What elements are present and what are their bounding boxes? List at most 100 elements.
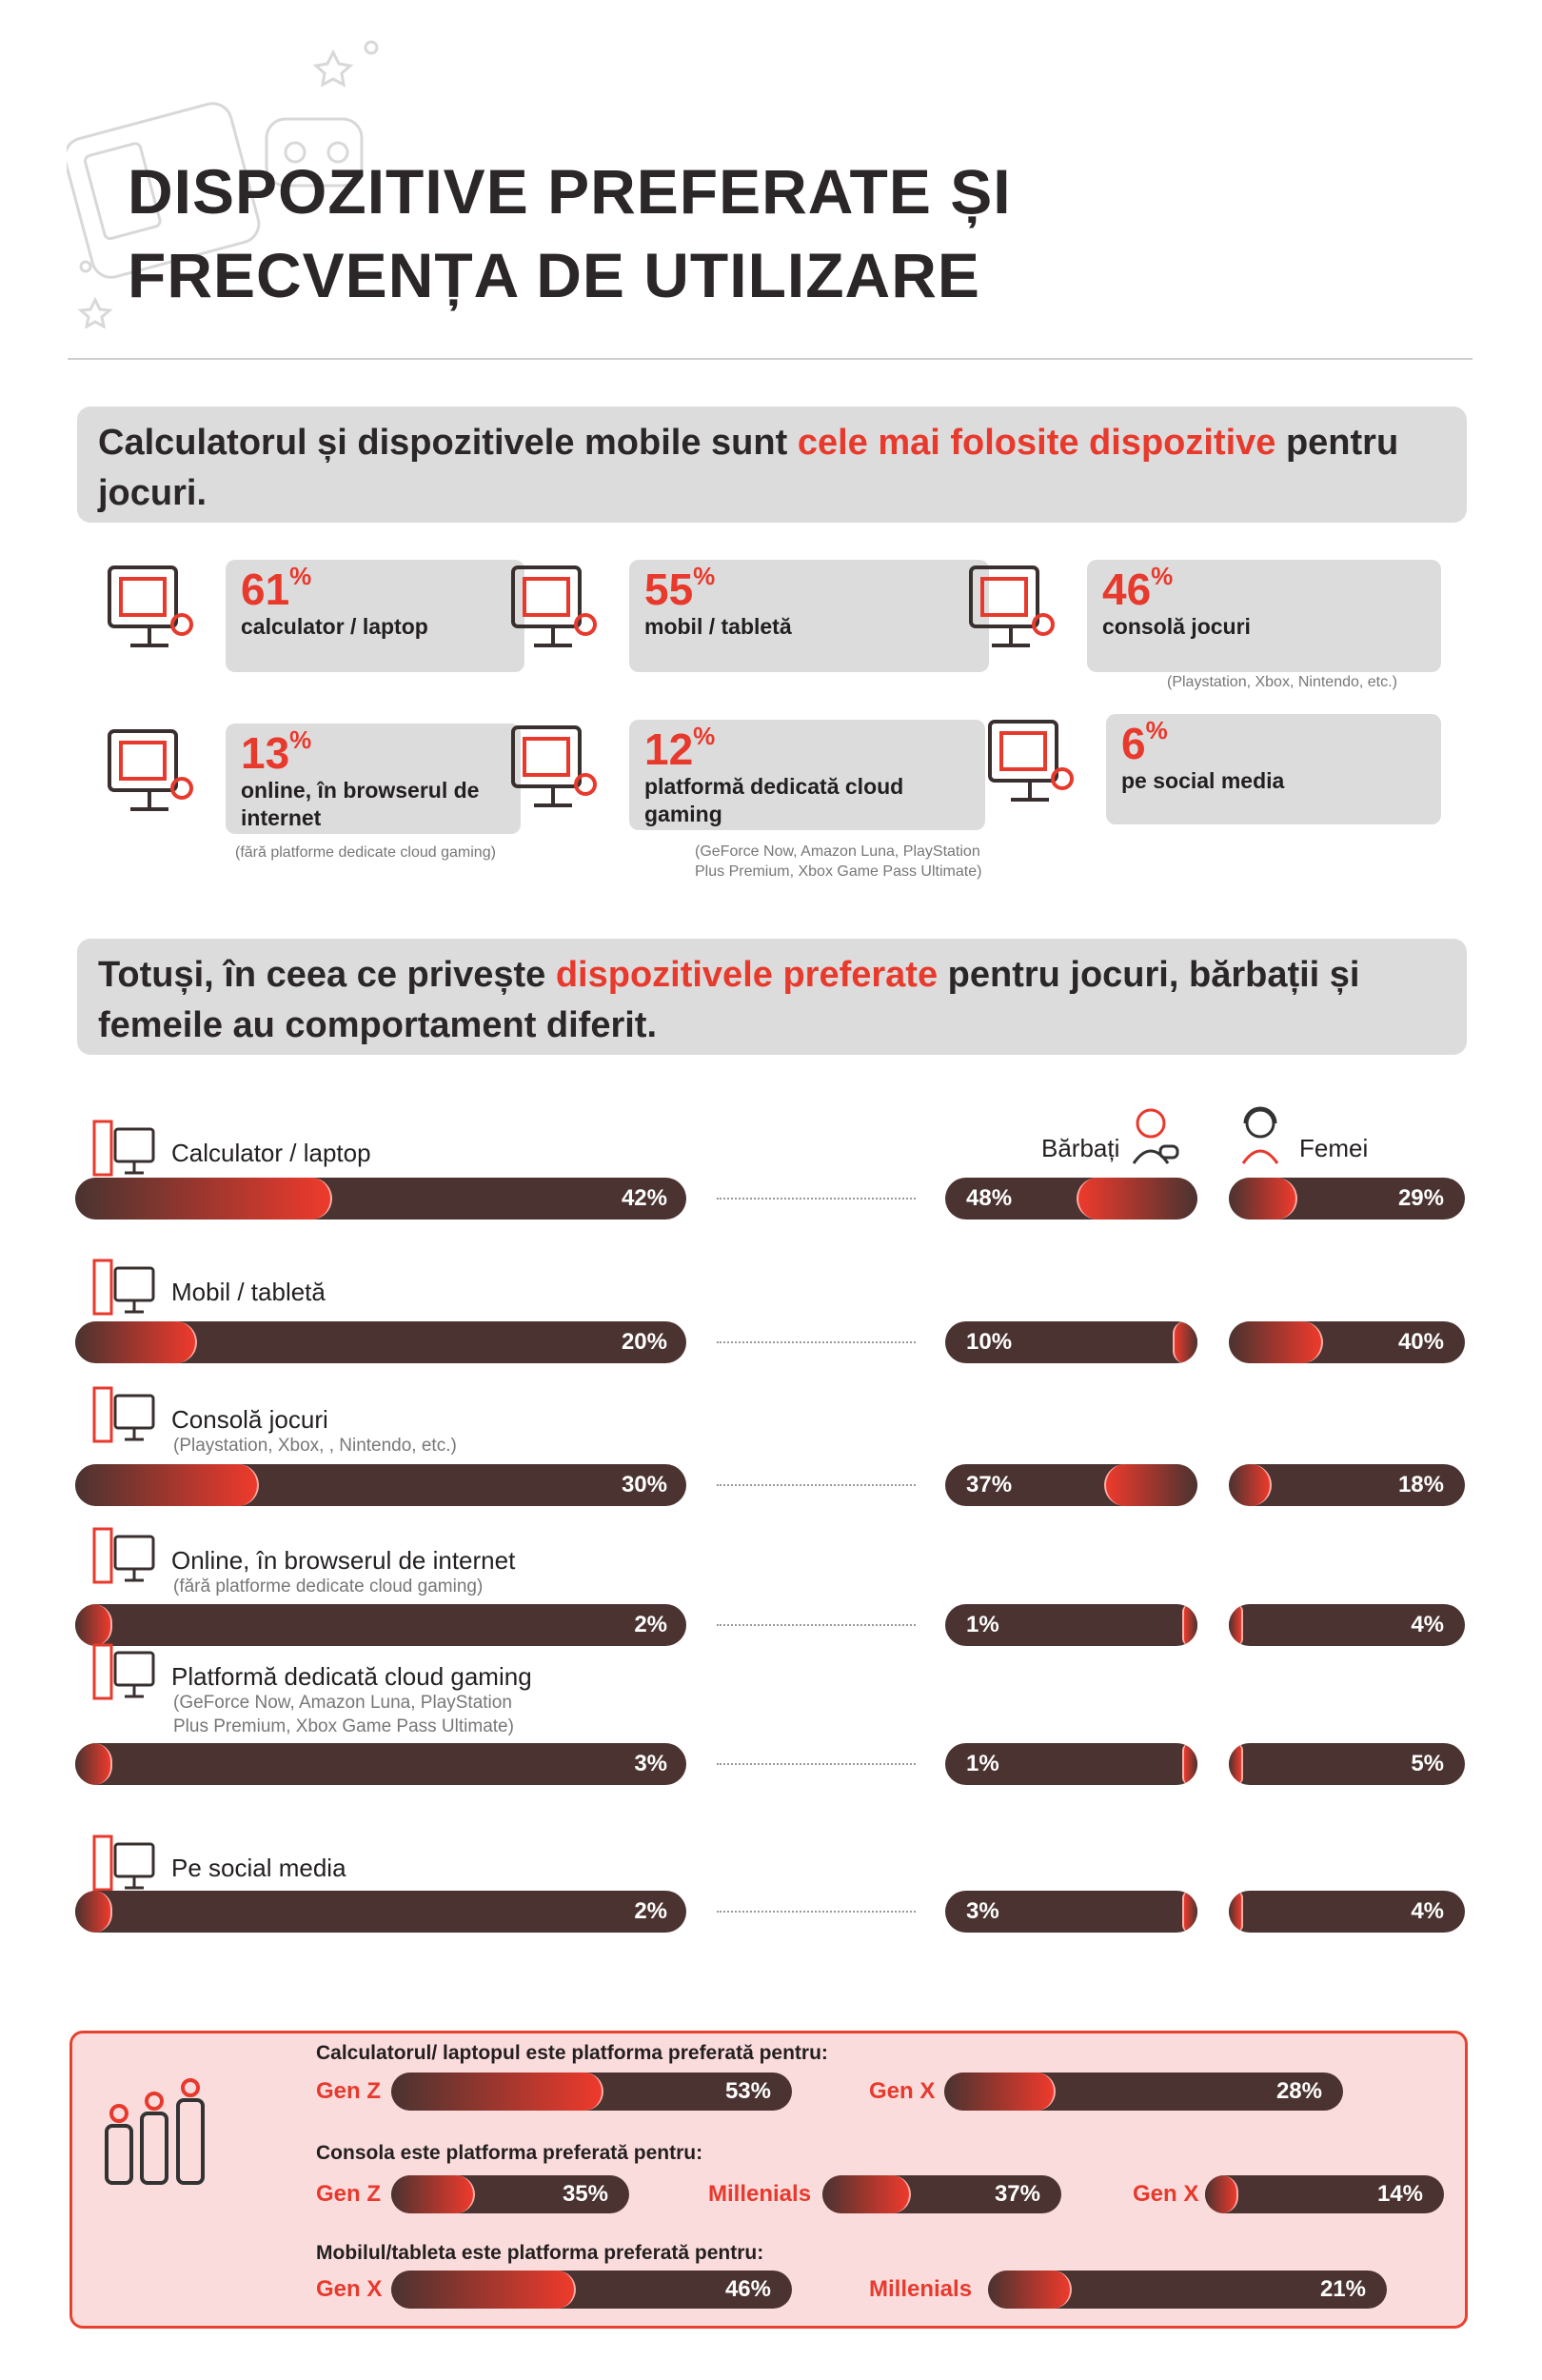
bar-value: 2% xyxy=(634,1898,667,1924)
connector-dotted-line xyxy=(717,1484,916,1486)
bar-fill xyxy=(1182,1891,1197,1933)
bar-fill xyxy=(75,1604,112,1646)
banner-highlight: cele mai folosite dispozitive xyxy=(797,423,1276,463)
generation-bar: 14% xyxy=(1205,2175,1444,2213)
row-sublabel: (GeForce Now, Amazon Luna, PlayStation P… xyxy=(173,1693,514,1736)
row-label: Calculator / laptop xyxy=(171,1139,371,1167)
banner-text: Calculatorul și dispozitivele mobile sun… xyxy=(98,423,798,463)
social-media-icon xyxy=(982,712,1087,828)
bar-fill xyxy=(75,1464,259,1506)
generation-label: Gen X xyxy=(1133,2181,1199,2207)
computer-icon xyxy=(102,558,207,676)
stat-number: 12 xyxy=(644,724,694,774)
stat-value: 55% xyxy=(644,564,715,611)
bar-value: 1% xyxy=(966,1612,999,1637)
women-bar: 40% xyxy=(1229,1321,1465,1363)
stat-number: 46 xyxy=(1102,565,1152,614)
stat-number: 6 xyxy=(1121,719,1146,768)
generation-label: Millenials xyxy=(708,2181,812,2207)
bar-value: 4% xyxy=(1411,1612,1444,1637)
stat-unit: % xyxy=(693,722,716,750)
bar-fill xyxy=(988,2271,1072,2309)
stat-note: (GeForce Now, Amazon Luna, PlayStation P… xyxy=(695,843,982,880)
generation-bar: 46% xyxy=(391,2271,792,2309)
bar-fill xyxy=(1229,1891,1243,1933)
total-bar: 2% xyxy=(75,1891,686,1933)
banner-text: Totuși, în ceea ce privește xyxy=(98,955,556,995)
bar-value: 4% xyxy=(1411,1898,1444,1924)
globe-gamepad-icon xyxy=(102,722,207,838)
bar-value: 48% xyxy=(966,1185,1013,1211)
stat-card-panel xyxy=(1087,560,1441,672)
bar-fill xyxy=(1103,1464,1197,1506)
total-bar: 20% xyxy=(75,1321,686,1363)
stat-number: 13 xyxy=(241,728,290,778)
total-bar: 30% xyxy=(75,1464,686,1506)
bar-fill xyxy=(1076,1178,1197,1220)
row-label: Platformă dedicată cloud gaming xyxy=(171,1662,532,1691)
row-label: Consolă jocuri xyxy=(171,1405,328,1434)
bar-value: 1% xyxy=(966,1751,999,1776)
bar-value: 5% xyxy=(1411,1751,1444,1776)
stat-card-panel xyxy=(226,724,521,834)
bar-value: 30% xyxy=(621,1472,667,1497)
stat-unit: % xyxy=(1145,716,1168,744)
stat-card-panel xyxy=(629,560,989,672)
generation-heading: Consola este platforma preferată pentru: xyxy=(316,2142,703,2164)
generation-heading: Mobilul/tableta este platforma preferată… xyxy=(316,2242,764,2264)
bar-fill xyxy=(75,1743,112,1785)
stat-label: calculator / laptop xyxy=(241,614,428,639)
man-gamer-icon xyxy=(1132,1108,1179,1164)
generation-label: Gen Z xyxy=(316,2078,382,2104)
connector-dotted-line xyxy=(717,1198,916,1200)
bar-value: 37% xyxy=(966,1472,1013,1497)
cloud-gaming-icon xyxy=(505,718,610,834)
bar-value: 14% xyxy=(1376,2181,1423,2207)
stat-value: 61% xyxy=(241,564,311,614)
bar-fill xyxy=(1205,2175,1239,2213)
bar-value: 40% xyxy=(1397,1329,1444,1355)
stat-number: 61 xyxy=(241,565,290,614)
title-divider xyxy=(68,358,1473,360)
bar-fill xyxy=(1182,1743,1197,1785)
bar-fill xyxy=(1229,1604,1243,1646)
row-device-icon xyxy=(90,1641,157,1704)
stat-unit: % xyxy=(693,562,716,590)
bar-fill xyxy=(822,2175,911,2213)
row-device-icon xyxy=(90,1257,157,1319)
generation-bar: 53% xyxy=(391,2073,792,2111)
stat-label: pe social media xyxy=(1121,768,1285,793)
generation-bar: 35% xyxy=(391,2175,629,2213)
bar-value: 3% xyxy=(634,1751,667,1776)
stat-card-panel xyxy=(629,720,985,830)
women-column-header: Femei xyxy=(1299,1134,1369,1162)
men-bar: 1% xyxy=(945,1604,1197,1646)
generation-label: Gen Z xyxy=(316,2181,382,2207)
bar-value: 42% xyxy=(621,1185,667,1211)
bar-fill xyxy=(1229,1178,1297,1220)
generation-bar: 37% xyxy=(822,2175,1061,2213)
row-device-icon xyxy=(90,1384,157,1447)
bar-fill xyxy=(75,1178,332,1220)
stat-value: 46% xyxy=(1102,564,1173,614)
bar-fill xyxy=(75,1891,112,1933)
total-bar: 3% xyxy=(75,1743,686,1785)
bar-value: 28% xyxy=(1275,2078,1322,2104)
bar-fill xyxy=(1182,1604,1197,1646)
men-bar: 3% xyxy=(945,1891,1197,1933)
stat-unit: % xyxy=(289,562,312,590)
connector-dotted-line xyxy=(717,1341,916,1343)
row-sublabel: (fără platforme dedicate cloud gaming) xyxy=(173,1577,484,1597)
generation-bar: 28% xyxy=(944,2073,1343,2111)
bar-fill xyxy=(391,2175,475,2213)
stat-card-panel xyxy=(226,560,524,672)
woman-gamer-icon xyxy=(1241,1106,1279,1164)
men-bar: 10% xyxy=(945,1321,1197,1363)
row-device-icon xyxy=(90,1525,157,1588)
generation-bar: 21% xyxy=(988,2271,1387,2309)
stat-value: 12% xyxy=(644,724,715,774)
bar-fill xyxy=(1229,1321,1324,1363)
men-bar: 37% xyxy=(945,1464,1197,1506)
women-bar: 5% xyxy=(1229,1743,1465,1785)
row-label: Mobil / tabletă xyxy=(171,1278,326,1306)
